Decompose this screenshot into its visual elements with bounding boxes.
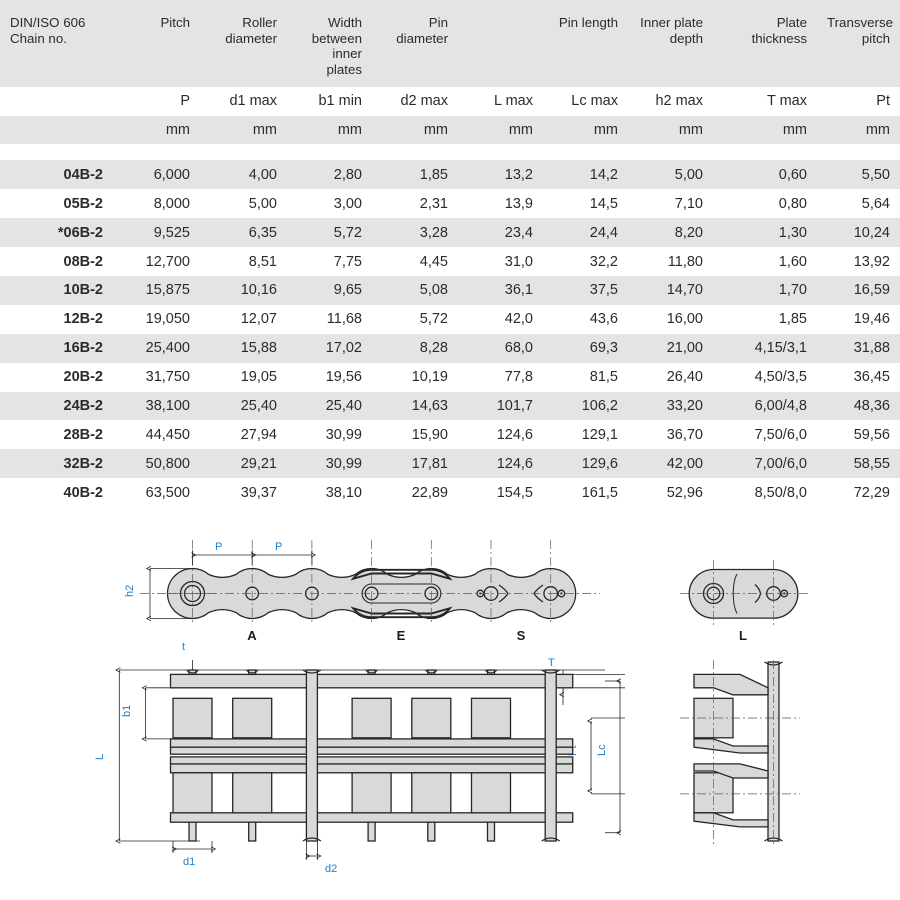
- svg-text:T: T: [548, 657, 555, 669]
- svg-text:d1: d1: [183, 856, 195, 868]
- svg-text:h2: h2: [124, 585, 136, 597]
- svg-text:L: L: [739, 628, 747, 643]
- svg-text:E: E: [397, 628, 406, 643]
- svg-text:S: S: [517, 628, 526, 643]
- svg-text:b1: b1: [121, 705, 133, 717]
- svg-text:d2: d2: [325, 863, 337, 875]
- svg-text:P: P: [275, 541, 282, 553]
- svg-text:A: A: [247, 628, 257, 643]
- svg-text:Lc: Lc: [596, 744, 608, 756]
- svg-text:t: t: [182, 641, 185, 653]
- svg-text:L: L: [94, 754, 106, 760]
- svg-text:P: P: [215, 541, 222, 553]
